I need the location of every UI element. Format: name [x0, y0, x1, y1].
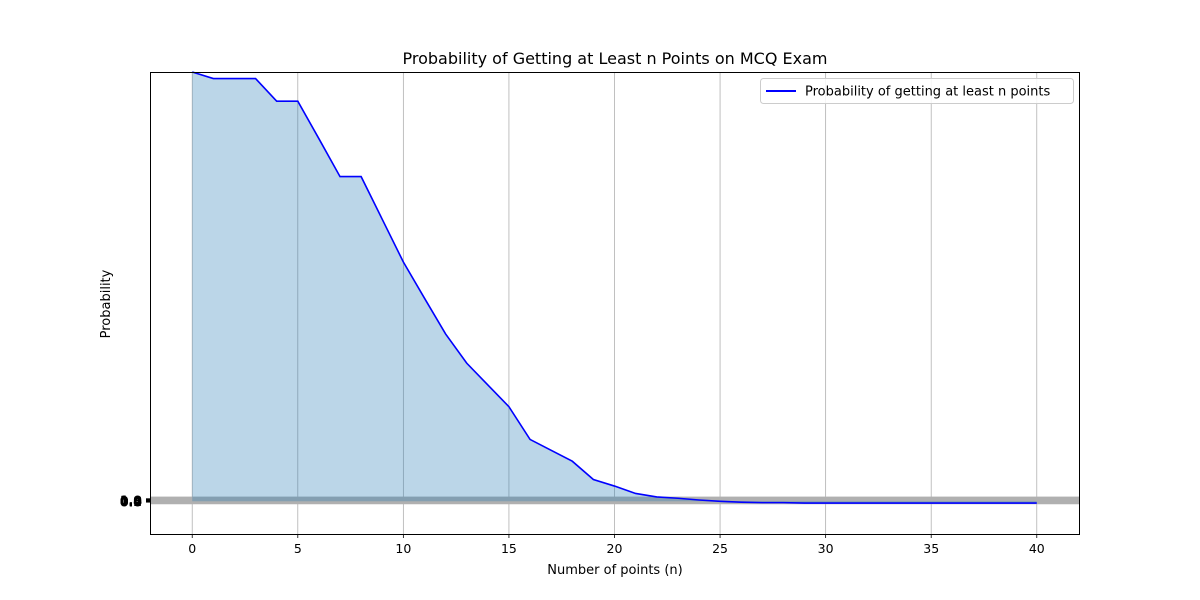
y-tick-label: 0.6 [120, 493, 142, 508]
x-tick-label: 30 [818, 541, 834, 556]
y-ticks: 0.00.20.40.60.81.0 [120, 493, 150, 509]
y-axis-label: Probability [99, 269, 114, 338]
y-tick-label: 0.8 [120, 493, 142, 508]
x-tick-label: 25 [712, 541, 728, 556]
y-tick-label: 0.4 [120, 494, 142, 509]
x-tick-label: 10 [395, 541, 411, 556]
legend-box [760, 78, 1074, 104]
y-tick-label: 1.0 [120, 493, 142, 508]
x-tick-label: 15 [501, 541, 517, 556]
x-tick-label: 40 [1029, 541, 1045, 556]
y-tick-label: 0.0 [120, 494, 142, 509]
area-fill [192, 72, 1037, 504]
x-tick-label: 0 [188, 541, 196, 556]
x-ticks: 0 5 10 15 20 25 30 35 40 [188, 534, 1045, 556]
axes-frame [150, 72, 1080, 535]
x-tick-label: 5 [294, 541, 302, 556]
series-line [191, 71, 1037, 504]
x-tick-label: 35 [923, 541, 939, 556]
legend: Probability of getting at least n points [760, 78, 1074, 104]
x-grid [150, 72, 1079, 534]
x-tick-label: 20 [607, 541, 623, 556]
legend-label: Probability of getting at least n points [805, 85, 1050, 100]
y-tick-label: 0.2 [120, 494, 142, 509]
x-axis-label: Number of points (n) [547, 563, 682, 578]
chart-title: Probability of Getting at Least n Points… [403, 49, 828, 68]
plot-area [191, 71, 1037, 504]
